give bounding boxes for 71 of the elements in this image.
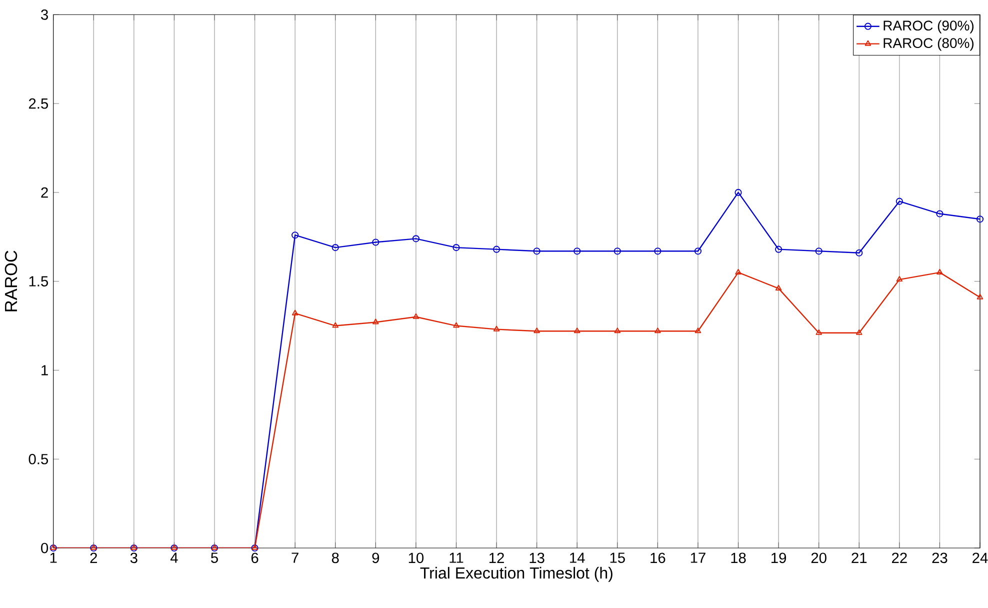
point [492, 246, 500, 253]
x-tick-label: 4 [170, 552, 178, 563]
point [936, 210, 944, 218]
point [614, 248, 621, 255]
x-tick-label: 12 [489, 552, 504, 563]
point [815, 248, 822, 255]
x-tick-label: 15 [610, 552, 625, 563]
x-tick-label: 18 [731, 552, 746, 564]
point [453, 322, 460, 328]
point [896, 198, 903, 205]
point [452, 244, 460, 252]
point [574, 248, 581, 255]
y-tick-label: 1.5 [29, 276, 48, 286]
x-axis-title: Trial Execution Timeslot (h) [420, 566, 612, 582]
x-tick-label: 19 [772, 552, 786, 564]
y-tick-label: 0 [41, 542, 48, 554]
point [654, 328, 661, 334]
legend-label: RAROC (90%) [884, 20, 974, 34]
x-tick-label: 24 [972, 552, 988, 563]
x-tick-label: 22 [892, 552, 907, 563]
y-tick-label: 2 [41, 187, 48, 198]
x-tick-label: 16 [650, 552, 666, 564]
point [694, 248, 702, 255]
x-tick-label: 2 [90, 552, 97, 563]
legend-label: RAROC (80%) [884, 38, 974, 51]
point [735, 268, 742, 274]
point [654, 248, 662, 255]
point [775, 246, 782, 253]
x-tick-label: 3 [130, 552, 138, 564]
point [332, 322, 338, 328]
x-tick-label: 5 [211, 552, 218, 563]
y-axis-title: RAROC [4, 250, 18, 312]
point [614, 328, 621, 334]
x-tick-label: 8 [332, 552, 339, 564]
x-tick-label: 1 [50, 552, 57, 563]
point [292, 310, 298, 316]
x-tick-label: 20 [811, 552, 826, 564]
point [533, 248, 540, 255]
y-tick-label: 3 [41, 9, 48, 20]
point [976, 294, 984, 300]
x-tick-label: 23 [932, 552, 948, 564]
point [775, 284, 782, 290]
point [493, 326, 500, 332]
point [412, 313, 420, 319]
point [292, 232, 299, 239]
point [412, 235, 420, 242]
x-tick-label: 6 [251, 552, 258, 564]
point [372, 318, 379, 324]
x-tick-label: 7 [292, 552, 298, 563]
x-tick-label: 14 [570, 552, 585, 563]
point [936, 268, 943, 274]
point [856, 249, 863, 256]
point [816, 329, 822, 335]
x-tick-label: 9 [372, 552, 380, 564]
x-tick-label: 10 [408, 552, 424, 564]
point [856, 329, 862, 335]
point [896, 276, 903, 282]
x-tick-label: 11 [450, 552, 464, 563]
y-tick-label: 1 [42, 365, 48, 376]
point [694, 328, 702, 334]
x-tick-label: 17 [690, 552, 706, 563]
x-tick-label: 13 [530, 552, 544, 564]
x-tick-label: 21 [852, 552, 867, 563]
point [976, 216, 984, 223]
point [332, 244, 339, 252]
point [534, 328, 540, 334]
point [574, 328, 580, 334]
point [734, 188, 742, 196]
point [372, 238, 380, 246]
y-tick-label: 2.5 [28, 98, 48, 109]
y-tick-label: 0.5 [28, 454, 48, 464]
